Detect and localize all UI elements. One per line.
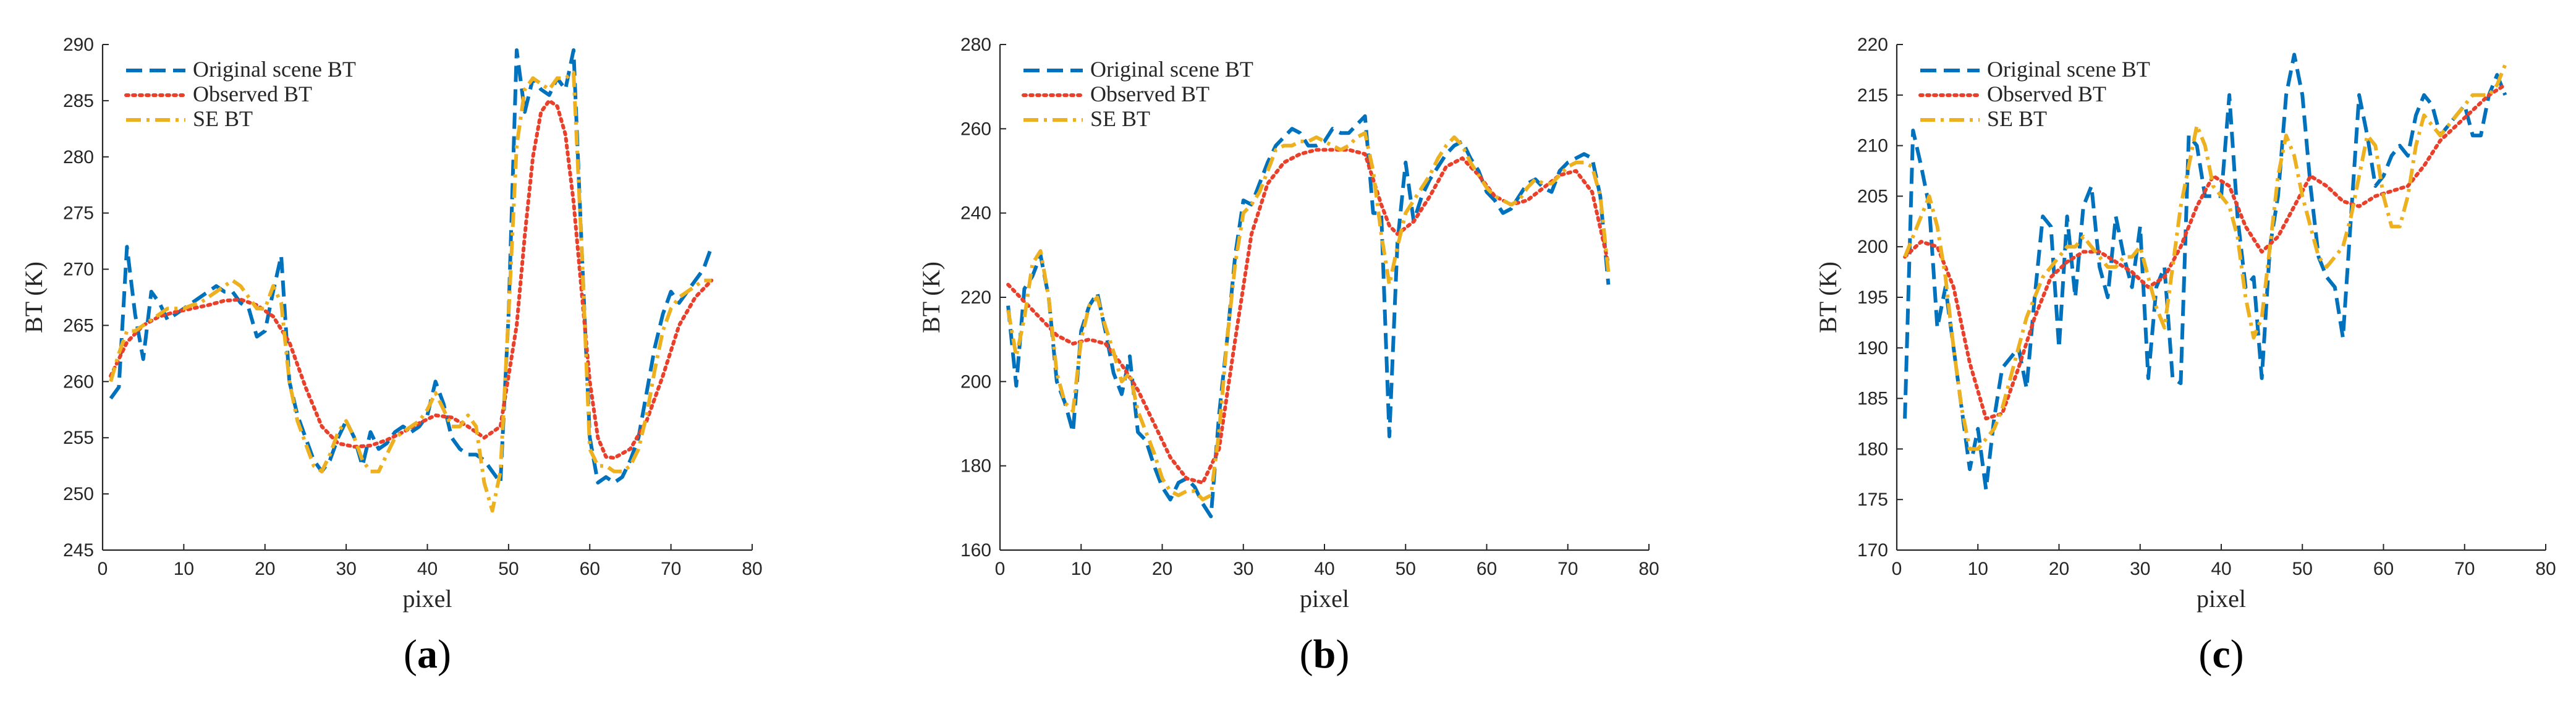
y-tick-label: 200 bbox=[1857, 237, 1888, 257]
x-tick-label: 50 bbox=[498, 559, 519, 579]
y-tick-label: 210 bbox=[1857, 136, 1888, 156]
x-tick-label: 50 bbox=[1396, 559, 1416, 579]
y-tick-label: 195 bbox=[1857, 287, 1888, 308]
y-tick-label: 260 bbox=[960, 119, 991, 139]
series-line-se bbox=[1903, 64, 2507, 451]
x-tick-label: 20 bbox=[2049, 559, 2069, 579]
x-axis-label: pixel bbox=[2197, 585, 2246, 613]
y-tick-label: 240 bbox=[960, 203, 991, 224]
x-tick-label: 20 bbox=[255, 559, 275, 579]
x-tick-label: 20 bbox=[1152, 559, 1172, 579]
x-tick-label: 30 bbox=[2130, 559, 2150, 579]
panel-label: (a) bbox=[404, 632, 451, 677]
x-tick-label: 30 bbox=[336, 559, 356, 579]
x-tick-label: 0 bbox=[995, 559, 1006, 579]
x-tick-label: 70 bbox=[661, 559, 681, 579]
x-tick-label: 0 bbox=[98, 559, 108, 579]
chart-panel-a: 0 10 20 30 40 50 60 70 80 245 250 255 260 265 270 275 28… bbox=[20, 35, 763, 677]
legend-label-se: SE BT bbox=[193, 106, 253, 131]
y-tick-label: 220 bbox=[1857, 35, 1888, 55]
y-tick-label: 255 bbox=[63, 428, 94, 448]
panel-label: (c) bbox=[2198, 632, 2243, 677]
y-tick-label: 265 bbox=[63, 315, 94, 336]
y-tick-label: 290 bbox=[63, 35, 94, 55]
x-tick-label: 60 bbox=[1477, 559, 1497, 579]
legend-label-original: Original scene BT bbox=[193, 57, 356, 82]
series-line-se bbox=[109, 70, 712, 513]
chart-panel-b: 0 10 20 30 40 50 60 70 80 160 180 200 220 240 260 280 pi… bbox=[917, 35, 1659, 677]
y-tick-label: 200 bbox=[960, 371, 991, 392]
x-tick-label: 70 bbox=[2454, 559, 2475, 579]
x-axis-label: pixel bbox=[1300, 585, 1349, 613]
x-tick-label: 40 bbox=[2211, 559, 2231, 579]
x-tick-label: 60 bbox=[2373, 559, 2394, 579]
y-tick-label: 180 bbox=[960, 456, 991, 477]
y-tick-label: 270 bbox=[63, 260, 94, 280]
y-tick-label: 220 bbox=[960, 287, 991, 308]
y-tick-label: 170 bbox=[1857, 540, 1888, 561]
y-tick-label: 280 bbox=[960, 35, 991, 55]
x-tick-label: 80 bbox=[2535, 559, 2556, 579]
chart-panel-c: 0 10 20 30 40 50 60 70 80 170 175 180 185 190 195 200 20… bbox=[1814, 35, 2556, 677]
y-tick-label: 215 bbox=[1857, 85, 1888, 106]
x-tick-label: 40 bbox=[417, 559, 438, 579]
x-tick-label: 80 bbox=[1638, 559, 1659, 579]
y-tick-label: 205 bbox=[1857, 186, 1888, 206]
legend-label-observed: Observed BT bbox=[1987, 82, 2106, 106]
series-line-original bbox=[1006, 114, 1611, 519]
legend-label-observed: Observed BT bbox=[1090, 82, 1210, 106]
legend-label-observed: Observed BT bbox=[193, 82, 312, 106]
y-tick-label: 285 bbox=[63, 91, 94, 111]
y-tick-label: 245 bbox=[63, 540, 94, 561]
y-axis-label: BT (K) bbox=[20, 261, 48, 333]
series-line-observed bbox=[1903, 83, 2507, 421]
y-tick-label: 250 bbox=[63, 484, 94, 504]
x-tick-label: 40 bbox=[1314, 559, 1334, 579]
legend-label-original: Original scene BT bbox=[1090, 57, 1253, 82]
y-tick-label: 160 bbox=[960, 540, 991, 561]
series-line-observed bbox=[109, 98, 714, 460]
plot-area bbox=[109, 48, 714, 513]
legend-label-se: SE BT bbox=[1987, 106, 2047, 131]
series-line-se bbox=[1006, 131, 1611, 502]
x-tick-label: 10 bbox=[174, 559, 194, 579]
y-tick-label: 280 bbox=[63, 147, 94, 168]
y-tick-label: 190 bbox=[1857, 338, 1888, 358]
y-axis-label: BT (K) bbox=[1814, 261, 1842, 333]
x-tick-label: 0 bbox=[1892, 559, 1902, 579]
x-tick-label: 80 bbox=[742, 559, 762, 579]
y-tick-label: 180 bbox=[1857, 439, 1888, 459]
x-tick-label: 50 bbox=[2292, 559, 2313, 579]
x-axis-label: pixel bbox=[403, 585, 452, 613]
y-tick-label: 175 bbox=[1857, 490, 1888, 510]
y-axis-label: BT (K) bbox=[917, 261, 945, 333]
plot-area bbox=[1006, 114, 1611, 519]
panel-label: (b) bbox=[1300, 632, 1350, 677]
y-tick-label: 185 bbox=[1857, 389, 1888, 409]
x-tick-label: 30 bbox=[1233, 559, 1253, 579]
x-tick-label: 60 bbox=[580, 559, 600, 579]
x-tick-label: 70 bbox=[1557, 559, 1578, 579]
x-tick-label: 10 bbox=[1968, 559, 1988, 579]
series-line-original bbox=[1903, 53, 2507, 491]
x-tick-label: 10 bbox=[1071, 559, 1091, 579]
legend-label-original: Original scene BT bbox=[1987, 57, 2150, 82]
legend-label-se: SE BT bbox=[1090, 106, 1150, 131]
y-tick-label: 275 bbox=[63, 203, 94, 224]
plot-area bbox=[1903, 53, 2507, 491]
y-tick-label: 260 bbox=[63, 371, 94, 392]
